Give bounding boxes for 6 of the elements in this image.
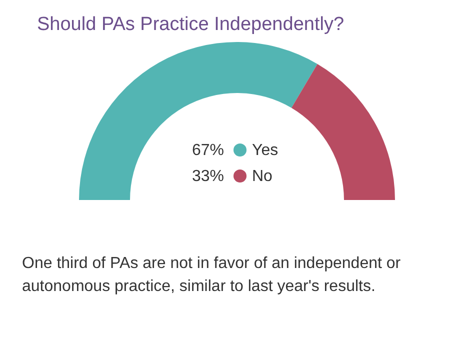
data-label: 33% [192, 168, 224, 185]
legend-label: Yes [252, 142, 278, 159]
legend-label: No [252, 168, 273, 185]
text: One third of PAs are not in favor of an independent or autonomous practice, similar to last year's results. [22, 255, 402, 295]
chart-title: Should PAs Practice Independently? [37, 14, 344, 35]
data-label: 67% [192, 142, 224, 159]
